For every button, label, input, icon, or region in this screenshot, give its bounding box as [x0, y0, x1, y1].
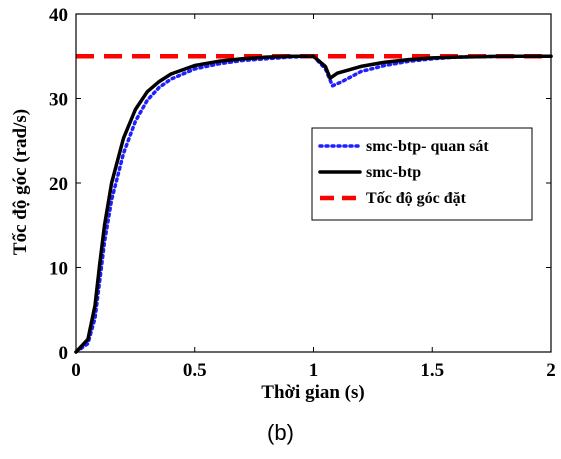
x-tick-label: 1.5 — [420, 360, 444, 381]
legend-label-1: smc-btp- quan sát — [366, 138, 489, 155]
x-tick-label: 2 — [546, 360, 556, 381]
legend: smc-btp- quan sát smc-btp Tốc độ góc đặt — [311, 127, 533, 221]
x-tick-label: 0.5 — [183, 360, 207, 381]
y-tick-label: 20 — [49, 174, 68, 195]
x-tick-label: 1 — [309, 360, 319, 381]
series-line-2 — [74, 54, 553, 354]
x-tick-label: 0 — [71, 360, 81, 381]
y-tick-label: 30 — [49, 90, 68, 111]
figure-caption: (b) — [267, 420, 294, 445]
legend-label-2: smc-btp — [366, 164, 421, 181]
x-axis-title: Thời gian (s) — [261, 382, 364, 403]
legend-box — [311, 127, 533, 221]
series-layer — [74, 54, 553, 354]
y-tick-label: 0 — [59, 343, 69, 364]
y-axis-title: Tốc độ góc (rad/s) — [10, 109, 31, 255]
y-tick-label: 40 — [49, 5, 68, 26]
legend-label-3: Tốc độ góc đặt — [366, 190, 467, 207]
y-tick-label: 10 — [49, 259, 68, 280]
